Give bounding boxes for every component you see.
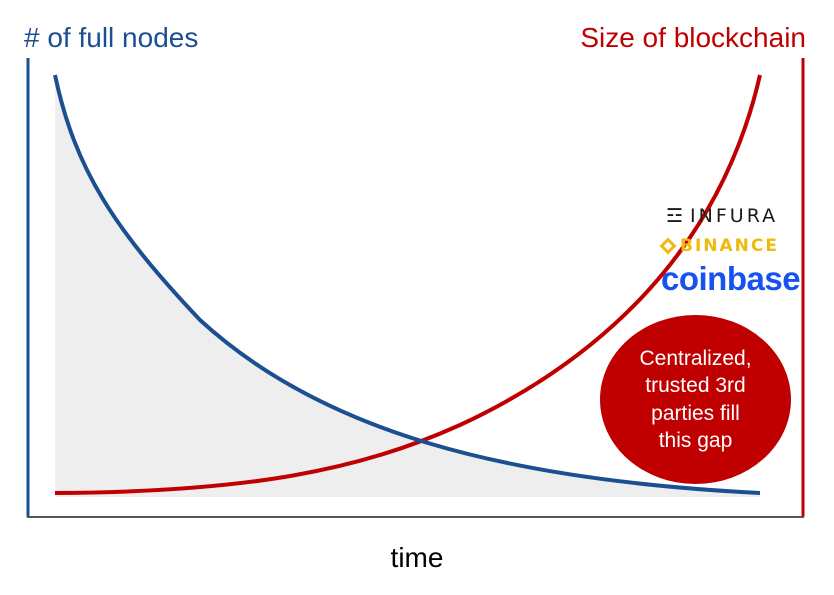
infura-mark-icon: ☲ [666, 205, 687, 227]
full-nodes-curve [53, 74, 761, 495]
infura-wordmark: INFURA [690, 205, 779, 227]
callout-text: Centralized, trusted 3rd parties fill th… [639, 346, 752, 452]
binance-diamond-icon [659, 237, 677, 255]
centralized-callout: Centralized, trusted 3rd parties fill th… [600, 315, 791, 484]
gap-area [55, 75, 760, 497]
time-axis-title: time [390, 542, 444, 573]
coinbase-logo: coinbase [661, 260, 801, 297]
binance-wordmark: BINANCE [680, 236, 779, 256]
infura-logo: ☲ INFURA [666, 205, 778, 227]
full-nodes-axis-title: # of full nodes [24, 22, 199, 53]
binance-logo: BINANCE [659, 236, 779, 256]
blockchain-size-curve [54, 74, 762, 495]
blockchain-size-axis-title: Size of blockchain [580, 22, 806, 53]
